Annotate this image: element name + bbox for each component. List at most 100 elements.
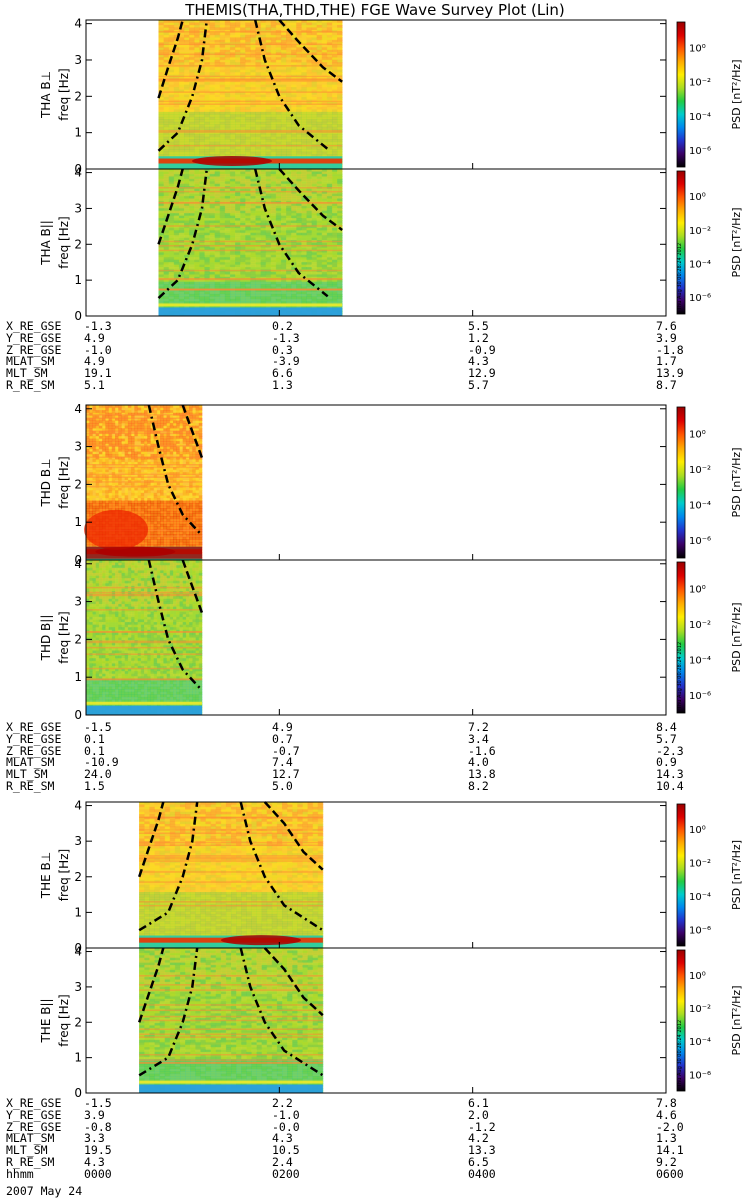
y-tick-label: 1 (74, 670, 82, 684)
ephemeris-value: 19.5 (84, 1143, 112, 1158)
colorbar-tick-label: 10⁻⁴ (689, 1037, 711, 1048)
colorbar-label: PSD [nT²/Hz] (730, 207, 743, 277)
ephemeris-label: R_RE_SM (6, 1154, 55, 1169)
timestamp-note: Thu Aug 30 00:28:24 2012 (677, 243, 683, 311)
spectrogram-cells (139, 948, 324, 1094)
colorbar-tick-label: 10⁰ (689, 192, 706, 203)
colorbar-tick-label: 10⁰ (689, 971, 706, 982)
y-tick-label: 3 (74, 201, 82, 215)
colorbar-tick-label: 10⁰ (689, 825, 706, 836)
y-tick-label: 2 (74, 477, 82, 491)
y-tick-label: 1 (74, 1051, 82, 1065)
ephemeris-value: 7.6 (656, 319, 677, 333)
colorbar (676, 561, 686, 714)
panel-ylabel: THD B⊥ (39, 458, 53, 507)
ephemeris-value: 4.9 (84, 354, 105, 369)
spectrogram-panel-3: 0 1 2 3 4 THD B|| freq [Hz] 10⁰ 10⁻² 10⁻⁴ 10⁻⁶ PSD … (39, 557, 743, 722)
y-tick-label: 0 (74, 309, 82, 323)
y-tick-label: 3 (74, 53, 82, 67)
panel-ylabel-freq: freq [Hz] (57, 456, 71, 508)
ephemeris-value: 8.4 (656, 720, 677, 734)
spectrogram-cells (158, 20, 343, 170)
ephemeris-label: MLAT_SM (6, 755, 55, 770)
gyrofrequency-curve-2 (253, 168, 329, 298)
ephemeris-value: -0.8 (84, 1119, 112, 1134)
ephemeris-value: -1.0 (84, 342, 112, 357)
gyrofrequency-curve-1 (157, 168, 184, 245)
y-tick-label: 2 (74, 237, 82, 251)
colorbar-tick-label: 10⁻⁴ (689, 656, 711, 667)
ephemeris-value: -10.9 (84, 755, 119, 770)
y-tick-label: 4 (74, 166, 82, 180)
y-tick-label: 0 (74, 708, 82, 722)
ephemeris-label: hhmm (6, 1166, 34, 1181)
ephemeris-label: X_RE_GSE (6, 319, 62, 333)
ephemeris-value: 1.7 (656, 354, 677, 369)
gyrofrequency-curve-2 (253, 19, 329, 150)
ephemeris-label: MLT_SM (6, 366, 48, 381)
ephemeris-value: 8.2 (468, 778, 489, 793)
ephemeris-value: -0.9 (468, 342, 496, 357)
gyrofrequency-curve-1 (181, 404, 204, 459)
colorbar-label: PSD [nT²/Hz] (730, 59, 743, 129)
gyrofrequency-curve-0 (138, 801, 199, 932)
colorbar-tick-label: 10⁻⁴ (689, 892, 711, 903)
spectrogram-cells (158, 169, 343, 317)
spectrogram-panel-0: 0 1 2 3 4 THA B⊥ freq [Hz] 10⁰ 10⁻² 10⁻⁴ 10⁻⁶ PSD [… (39, 17, 743, 176)
panel-ylabel: THE B|| (39, 998, 53, 1043)
plot-title: THEMIS(THA,THD,THE) FGE Wave Survey Plot… (185, 1, 565, 19)
ephemeris-value: 4.3 (468, 354, 489, 369)
ephemeris-value: -1.3 (84, 319, 112, 333)
ephemeris-label: Y_RE_GSE (6, 330, 62, 345)
panel-ylabel: THD B|| (39, 615, 53, 662)
y-tick-label: 0 (74, 162, 82, 176)
ephemeris-label: Z_RE_GSE (6, 1119, 62, 1134)
ephemeris-value: 4.3 (84, 1154, 105, 1169)
y-tick-label: 4 (74, 557, 82, 571)
ephemeris-value: 3.9 (84, 1107, 105, 1122)
ephemeris-value: 1.3 (272, 377, 293, 392)
ephemeris-value: 5.7 (656, 731, 677, 746)
ephemeris-value: 10.4 (656, 778, 684, 793)
colorbar (676, 21, 686, 168)
gyrofrequency-curve-0 (138, 947, 199, 1077)
ephemeris-value: -1.6 (468, 743, 496, 758)
colorbar-label: PSD [nT²/Hz] (730, 840, 743, 910)
ephemeris-value: 6.1 (468, 1096, 489, 1110)
ephemeris-value: 2.2 (272, 1096, 293, 1110)
colorbar-tick-label: 10⁻² (689, 620, 711, 631)
gyrofrequency-curve-1 (138, 947, 165, 1023)
y-tick-label: 4 (74, 17, 82, 31)
colorbar-tick-label: 10⁰ (689, 430, 706, 441)
y-tick-label: 1 (74, 905, 82, 919)
colorbar-tick-label: 10⁻² (689, 226, 711, 237)
panel-frame (85, 947, 667, 1094)
ephemeris-value: 1.3 (656, 1131, 677, 1146)
colorbar-tick-label: 10⁻⁴ (689, 260, 711, 271)
panel-ylabel-freq: freq [Hz] (57, 849, 71, 901)
spectrogram-panel-4: 0 1 2 3 4 THE B⊥ freq [Hz] 10⁰ 10⁻² 10⁻⁴ 10⁻⁶ PSD [… (39, 799, 743, 955)
gyrofrequency-curve-2 (239, 801, 324, 932)
ephemeris-value: 4.9 (84, 330, 105, 345)
ephemeris-value: 0200 (272, 1166, 300, 1181)
y-tick-label: 4 (74, 402, 82, 416)
gyrofrequency-curve-0 (157, 168, 209, 300)
ephemeris-value: 0.2 (272, 319, 293, 333)
colorbar-tick-label: 10⁰ (689, 44, 706, 55)
ephemeris-value: 4.2 (468, 1131, 489, 1146)
panel-ylabel-freq: freq [Hz] (57, 611, 71, 663)
ephemeris-value: 7.4 (272, 755, 293, 770)
spectrogram-panel-1: 0 1 2 3 4 THA B|| freq [Hz] 10⁰ 10⁻² 10⁻⁴ 10⁻⁶ PSD … (39, 166, 743, 323)
spectrogram-cells (86, 560, 203, 716)
y-tick-label: 4 (74, 945, 82, 959)
ephemeris-value: -1.2 (468, 1119, 496, 1134)
ephemeris-label: Z_RE_GSE (6, 743, 62, 758)
ephemeris-label: Y_RE_GSE (6, 731, 62, 746)
gyrofrequency-curve-1 (138, 801, 165, 878)
panel-ylabel-freq: freq [Hz] (57, 68, 71, 120)
colorbar-tick-label: 10⁻² (689, 78, 711, 89)
ephemeris-value: 3.9 (656, 330, 677, 345)
spectrogram-panel-5: 0 1 2 3 4 THE B|| freq [Hz] 10⁰ 10⁻² 10⁻⁴ 10⁻⁶ PSD … (39, 945, 743, 1100)
ephemeris-value: 9.2 (656, 1154, 677, 1169)
ephemeris-value: 0000 (84, 1166, 112, 1181)
